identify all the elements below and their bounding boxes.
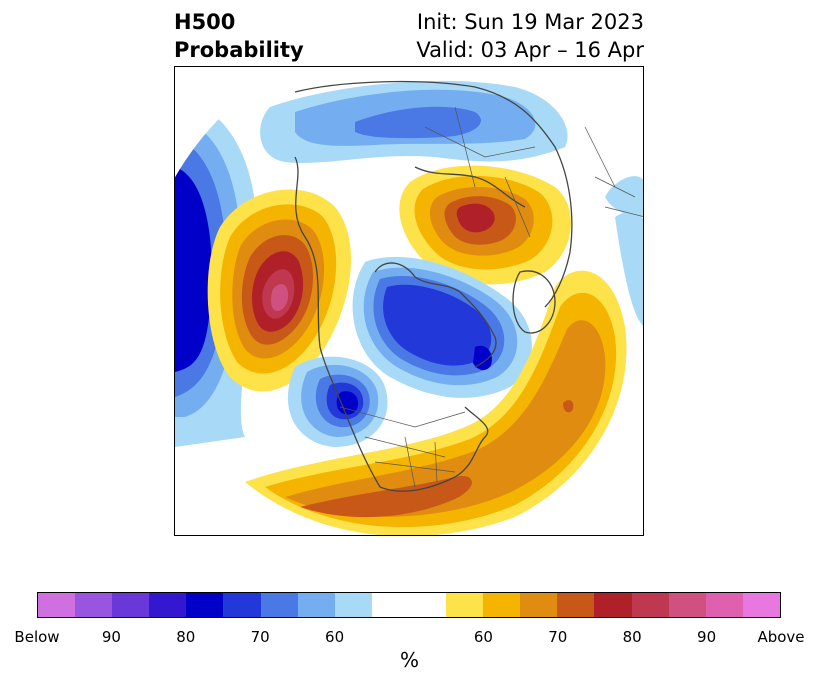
coast-north-america-east xyxy=(379,406,489,492)
colorbar-cell xyxy=(742,593,780,617)
coast-greenland xyxy=(512,270,556,334)
colorbar-cell xyxy=(112,593,150,617)
border-eurasia-1 xyxy=(424,106,536,238)
colorbar-cell xyxy=(297,593,335,617)
colorbar-cell xyxy=(38,593,76,617)
colorbar-tick-label: 80 xyxy=(176,628,196,646)
shade-warm-atlantic-rust-spot xyxy=(563,400,574,413)
coastlines xyxy=(294,80,573,492)
probability-map xyxy=(175,80,643,535)
border-us-canada xyxy=(339,406,466,428)
border-us-states-1 xyxy=(364,436,456,488)
colorbar-tick-label: 90 xyxy=(697,628,717,646)
colorbar-tick-label: Below xyxy=(14,628,60,646)
colorbar-tick-label: 90 xyxy=(101,628,121,646)
shade-blue-arctic-deep xyxy=(473,345,492,371)
init-date: Init: Sun 19 Mar 2023 xyxy=(416,10,644,34)
chart-title-left: H500 Probability xyxy=(174,8,304,64)
colorbar-cell xyxy=(408,593,447,617)
coast-asia-inner xyxy=(414,166,526,208)
colorbar-tick-label: 70 xyxy=(548,628,568,646)
colorbar-cell xyxy=(520,593,558,617)
colorbar-cell xyxy=(223,593,261,617)
shade-blue-west-dark xyxy=(175,167,212,372)
chart-title-right: Init: Sun 19 Mar 2023 Valid: 03 Apr – 16… xyxy=(416,8,644,64)
colorbar xyxy=(37,592,781,618)
probability-shading xyxy=(175,80,643,535)
colorbar-cell xyxy=(668,593,706,617)
colorbar-cell xyxy=(631,593,669,617)
map-panel xyxy=(174,66,644,536)
colorbar-cell xyxy=(594,593,632,617)
colorbar-cell xyxy=(149,593,187,617)
colorbar-ticks: Below 90 80 70 60 60 70 80 90 Above xyxy=(14,628,804,648)
political-borders xyxy=(339,106,643,488)
shade-warm-pacific-pink xyxy=(270,284,289,311)
colorbar-tick-label: Above xyxy=(757,628,805,646)
title-field: Probability xyxy=(174,38,304,62)
colorbar-cell xyxy=(371,593,409,617)
title-variable: H500 xyxy=(174,10,236,34)
coast-eurasia xyxy=(294,80,573,308)
colorbar-cell xyxy=(557,593,595,617)
coast-arctic-canada xyxy=(374,262,497,368)
colorbar-tick-label: 60 xyxy=(325,628,345,646)
colorbar-cell xyxy=(705,593,743,617)
colorbar-cell xyxy=(260,593,298,617)
shade-warm-siberia-red xyxy=(456,203,495,233)
shade-warm-atlantic-orange xyxy=(285,320,606,517)
coast-north-america-west xyxy=(294,156,381,488)
colorbar-cell xyxy=(446,593,484,617)
shade-warm-atlantic-rust xyxy=(300,476,472,518)
colorbar-units-label: % xyxy=(399,648,419,672)
colorbar-cell xyxy=(334,593,372,617)
colorbar-tick-label: 60 xyxy=(473,628,493,646)
colorbar-cell xyxy=(75,593,113,617)
shade-blue-east-light-2 xyxy=(605,176,643,217)
shade-blue-east-light xyxy=(615,211,643,327)
shade-blue-arctic-dark xyxy=(383,284,492,366)
valid-range: Valid: 03 Apr – 16 Apr xyxy=(416,38,644,62)
colorbar-cell xyxy=(186,593,224,617)
shade-blue-north-med xyxy=(355,106,481,139)
border-europe-1 xyxy=(584,126,643,217)
shade-blue-westus-deep xyxy=(336,391,359,415)
colorbar-tick-label: 70 xyxy=(250,628,270,646)
colorbar-cell xyxy=(483,593,521,617)
colorbar-tick-label: 80 xyxy=(622,628,642,646)
